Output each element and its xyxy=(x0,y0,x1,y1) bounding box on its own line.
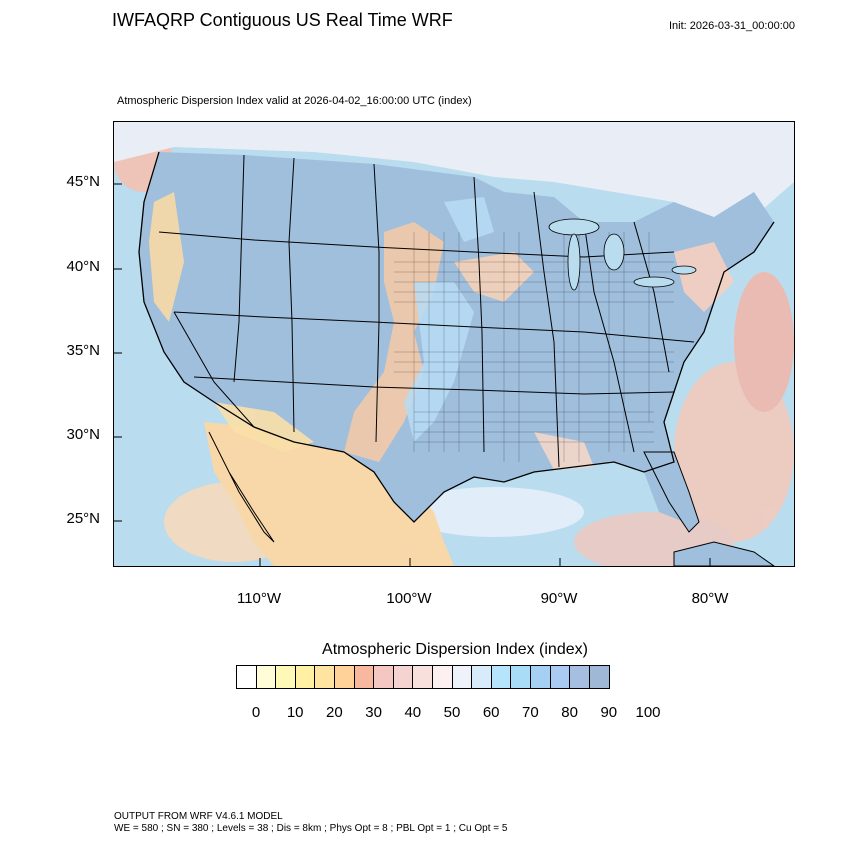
colorbar-tick-label: 40 xyxy=(404,704,422,721)
lat-label-25n: 25°N xyxy=(66,510,100,527)
colorbar-swatch xyxy=(530,666,551,688)
lat-label-35n: 35°N xyxy=(66,342,100,359)
colorbar-swatch xyxy=(432,666,453,688)
colorbar-swatch xyxy=(256,666,277,688)
lon-label-110w: 110°W xyxy=(236,590,282,607)
colorbar-swatch xyxy=(374,666,394,688)
county-boundaries xyxy=(394,232,674,462)
colorbar-swatch xyxy=(315,666,335,688)
colorbar-tick-label: 70 xyxy=(522,704,539,721)
colorbar-swatch xyxy=(550,666,571,688)
colorbar-tick-label: 30 xyxy=(365,704,382,721)
graticule-ticks xyxy=(114,183,711,566)
colorbar-swatch xyxy=(491,666,512,688)
colorbar-swatch xyxy=(334,666,355,688)
colorbar-swatch xyxy=(472,666,492,688)
florida-peninsula xyxy=(643,451,700,533)
map-subtitle: Atmospheric Dispersion Index valid at 20… xyxy=(117,95,472,107)
colorbar-swatch xyxy=(452,666,473,688)
colorbar-tick-label: 0 xyxy=(251,704,261,721)
lon-label-80w: 80°W xyxy=(691,590,729,607)
cuba-island xyxy=(673,541,775,566)
dispersion-map xyxy=(114,122,794,566)
colorbar-tick-label: 90 xyxy=(600,704,618,721)
coastline xyxy=(138,151,775,523)
lon-label-90w: 90°W xyxy=(540,590,578,607)
colorbar-title: Atmospheric Dispersion Index (index) xyxy=(322,641,588,658)
map-panel xyxy=(113,121,795,567)
canada-land xyxy=(114,122,794,222)
colorbar-swatch xyxy=(511,666,531,688)
page-title: IWFAQRP Contiguous US Real Time WRF xyxy=(112,10,453,30)
great-lakes xyxy=(548,218,697,291)
footer-model-line: OUTPUT FROM WRF V4.6.1 MODEL xyxy=(114,811,283,822)
lat-label-45n: 45°N xyxy=(66,173,100,190)
lat-label-30n: 30°N xyxy=(66,426,100,443)
colorbar-swatch xyxy=(237,666,257,688)
colorbar-swatch xyxy=(295,666,316,688)
colorbar-swatch xyxy=(413,666,433,688)
colorbar-swatch xyxy=(570,666,590,688)
colorbar-tick-label: 100 xyxy=(635,704,661,721)
colorbar-tick-label: 20 xyxy=(326,704,343,721)
init-time: Init: 2026-03-31_00:00:00 xyxy=(669,20,795,32)
footer-config-line: WE = 580 ; SN = 380 ; Levels = 38 ; Dis … xyxy=(114,823,508,834)
baja-california xyxy=(208,431,275,543)
colorbar xyxy=(236,665,611,689)
lat-label-40n: 40°N xyxy=(66,258,100,275)
colorbar-tick-label: 60 xyxy=(482,704,500,721)
lon-label-100w: 100°W xyxy=(386,590,432,607)
colorbar-swatch xyxy=(276,666,296,688)
colorbar-swatch xyxy=(589,666,610,688)
colorbar-swatch xyxy=(354,666,375,688)
colorbar-tick-label: 80 xyxy=(561,704,578,721)
colorbar-tick-label: 10 xyxy=(286,704,304,721)
colorbar-swatch xyxy=(393,666,414,688)
state-boundaries xyxy=(158,154,695,468)
colorbar-tick-label: 50 xyxy=(443,704,461,721)
